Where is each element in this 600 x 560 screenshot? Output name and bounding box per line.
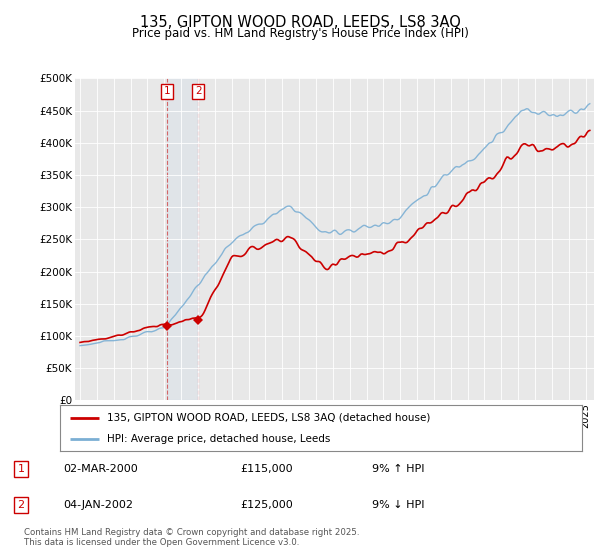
Text: 1: 1: [17, 464, 25, 474]
Text: 04-JAN-2002: 04-JAN-2002: [63, 500, 133, 510]
Text: 1: 1: [164, 86, 170, 96]
Text: 135, GIPTON WOOD ROAD, LEEDS, LS8 3AQ: 135, GIPTON WOOD ROAD, LEEDS, LS8 3AQ: [140, 15, 460, 30]
Text: HPI: Average price, detached house, Leeds: HPI: Average price, detached house, Leed…: [107, 435, 331, 444]
Text: 9% ↓ HPI: 9% ↓ HPI: [372, 500, 425, 510]
Text: 9% ↑ HPI: 9% ↑ HPI: [372, 464, 425, 474]
Text: Price paid vs. HM Land Registry's House Price Index (HPI): Price paid vs. HM Land Registry's House …: [131, 27, 469, 40]
Text: 02-MAR-2000: 02-MAR-2000: [63, 464, 138, 474]
Text: 135, GIPTON WOOD ROAD, LEEDS, LS8 3AQ (detached house): 135, GIPTON WOOD ROAD, LEEDS, LS8 3AQ (d…: [107, 413, 430, 423]
Text: £125,000: £125,000: [240, 500, 293, 510]
Text: 2: 2: [195, 86, 202, 96]
Text: Contains HM Land Registry data © Crown copyright and database right 2025.
This d: Contains HM Land Registry data © Crown c…: [24, 528, 359, 547]
Text: £115,000: £115,000: [240, 464, 293, 474]
Text: 2: 2: [17, 500, 25, 510]
Bar: [167, 78, 198, 400]
